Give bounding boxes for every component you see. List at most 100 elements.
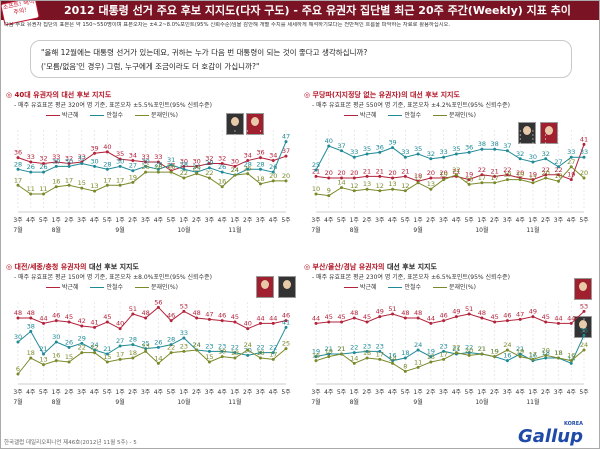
data-label-park: 56 bbox=[154, 298, 162, 306]
data-point-moon bbox=[544, 353, 548, 357]
panel-chungcheong: ◎ 대전/세종/충청 유권자의 대선 후보 지지도 - 매주 유효표본 평균 1… bbox=[6, 262, 296, 422]
data-label-ahn: 36 bbox=[376, 143, 384, 151]
x-month-label: 7월 bbox=[311, 398, 320, 406]
data-point-park bbox=[54, 160, 58, 164]
x-tick-label: 1주 bbox=[350, 389, 360, 396]
data-label-moon: 17 bbox=[529, 350, 537, 358]
data-label-ahn: 33 bbox=[567, 148, 575, 156]
data-label-park: 35 bbox=[116, 150, 124, 158]
x-tick-label: 4주 bbox=[567, 217, 577, 224]
x-tick-label: 5주 bbox=[166, 217, 176, 224]
data-point-moon bbox=[480, 181, 484, 185]
data-point-moon bbox=[378, 189, 382, 193]
x-tick-label: 3주 bbox=[256, 389, 266, 396]
data-point-ahn bbox=[271, 170, 275, 174]
data-point-ahn bbox=[505, 149, 509, 153]
data-label-park: 48 bbox=[141, 309, 149, 317]
data-label-moon: 14 bbox=[337, 179, 345, 187]
data-point-moon bbox=[454, 173, 458, 177]
data-label-park: 32 bbox=[205, 154, 213, 162]
data-label-moon: 11 bbox=[414, 358, 422, 366]
x-tick-label: 3주 bbox=[554, 389, 564, 396]
data-label-ahn: 18 bbox=[401, 349, 409, 357]
data-label-ahn: 28 bbox=[129, 336, 137, 344]
data-label-park: 48 bbox=[193, 309, 201, 317]
legend-moon: 문재인(%) bbox=[448, 112, 476, 119]
data-label-moon: 22 bbox=[90, 344, 98, 352]
data-label-moon: 16 bbox=[567, 352, 575, 360]
data-label-moon: 24 bbox=[580, 341, 588, 349]
data-point-moon bbox=[442, 178, 446, 182]
data-label-moon: 19 bbox=[491, 348, 499, 356]
data-label-park: 48 bbox=[478, 309, 486, 317]
data-point-park bbox=[314, 174, 318, 178]
data-label-ahn: 33 bbox=[350, 148, 358, 156]
legend-ahn: 안철수 bbox=[404, 112, 422, 119]
data-point-moon bbox=[93, 189, 97, 193]
data-point-moon bbox=[365, 356, 369, 360]
data-point-park bbox=[233, 164, 237, 168]
chart-chungcheong: 3주 4주 5주 1주 2주 3주 4주 5주 1주 2주 3주 4주 5주 1주 2주 3주 4주 1주 2주 3주… bbox=[13, 298, 291, 406]
data-label-ahn: 30 bbox=[116, 157, 124, 165]
x-tick-label: 4주 bbox=[269, 389, 279, 396]
data-label-moon: 22 bbox=[205, 169, 213, 177]
data-label-park: 51 bbox=[388, 305, 396, 313]
data-label-park: 30 bbox=[180, 157, 188, 165]
data-point-moon bbox=[54, 185, 58, 189]
data-point-ahn bbox=[531, 160, 535, 164]
data-point-park bbox=[80, 324, 84, 328]
series-line-moon bbox=[315, 349, 585, 372]
data-point-ahn bbox=[67, 164, 71, 168]
data-point-ahn bbox=[67, 345, 71, 349]
data-point-park bbox=[182, 309, 186, 313]
data-label-ahn: 19 bbox=[427, 348, 435, 356]
data-label-moon: 15 bbox=[205, 353, 213, 361]
gallup-logo: Gallup KOREA bbox=[518, 421, 584, 447]
data-point-park bbox=[54, 319, 58, 323]
data-point-ahn bbox=[16, 167, 20, 171]
data-label-ahn: 28 bbox=[14, 160, 22, 168]
question-box: "올해 12월에는 대통령 선거가 있는데요, 귀하는 누가 다음 번 대통령이… bbox=[30, 40, 572, 78]
data-point-park bbox=[442, 319, 446, 323]
data-label-moon: 20 bbox=[542, 346, 550, 354]
data-point-moon bbox=[340, 352, 344, 356]
x-tick-label: 1주 bbox=[350, 217, 360, 224]
x-tick-label: 4주 bbox=[516, 217, 526, 224]
data-label-park: 40 bbox=[244, 320, 252, 328]
x-tick-label: 5주 bbox=[464, 389, 474, 396]
data-point-ahn bbox=[569, 155, 573, 159]
data-point-moon bbox=[233, 356, 237, 360]
data-label-moon: 13 bbox=[427, 180, 435, 188]
x-month-label: 9월 bbox=[115, 226, 124, 234]
data-point-ahn bbox=[144, 347, 148, 351]
x-tick-label: 1주 bbox=[528, 389, 538, 396]
data-point-ahn bbox=[105, 352, 109, 356]
data-label-ahn: 29 bbox=[205, 159, 213, 167]
data-label-ahn: 22 bbox=[350, 344, 358, 352]
data-point-moon bbox=[195, 172, 199, 176]
data-point-park bbox=[284, 154, 288, 158]
data-label-park: 44 bbox=[312, 314, 320, 322]
data-point-moon bbox=[195, 348, 199, 352]
data-label-moon: 19 bbox=[218, 348, 226, 356]
data-label-ahn: 24 bbox=[414, 341, 422, 349]
data-point-moon bbox=[169, 351, 173, 355]
panel-title: ◎ 대전/세종/충청 유권자의 대선 후보 지지도 bbox=[6, 263, 139, 271]
data-point-park bbox=[531, 178, 535, 182]
x-tick-label: 4주 bbox=[324, 217, 334, 224]
x-month-label: 10월 bbox=[475, 398, 488, 406]
data-label-park: 30 bbox=[193, 157, 201, 165]
data-point-moon bbox=[246, 348, 250, 352]
data-point-park bbox=[544, 173, 548, 177]
data-label-park: 47 bbox=[516, 310, 524, 318]
x-tick-label: 4주 bbox=[154, 389, 164, 396]
data-point-ahn bbox=[340, 149, 344, 153]
data-point-moon bbox=[182, 176, 186, 180]
data-point-park bbox=[93, 151, 97, 155]
x-tick-label: 5주 bbox=[464, 217, 474, 224]
data-point-moon bbox=[220, 355, 224, 359]
data-label-moon: 19 bbox=[325, 348, 333, 356]
data-point-ahn bbox=[365, 152, 369, 156]
data-point-ahn bbox=[246, 353, 250, 357]
data-label-park: 21 bbox=[452, 167, 460, 175]
